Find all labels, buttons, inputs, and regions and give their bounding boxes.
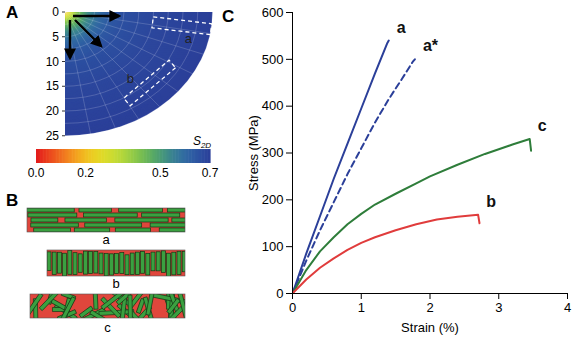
svg-text:b: b [486,193,496,210]
svg-text:500: 500 [262,51,284,66]
svg-text:600: 600 [262,5,284,20]
svg-text:5: 5 [52,30,59,44]
svg-text:B: B [6,191,18,210]
svg-text:0.0: 0.0 [28,166,45,180]
svg-text:c: c [104,320,111,335]
svg-text:1: 1 [358,300,365,315]
svg-text:0: 0 [289,300,296,315]
svg-text:Strain (%): Strain (%) [401,320,459,335]
svg-text:2: 2 [426,300,433,315]
svg-text:0.5: 0.5 [152,166,169,180]
svg-text:S2D: S2D [193,134,211,150]
svg-text:a: a [102,232,110,247]
svg-text:10: 10 [46,55,60,69]
svg-text:a: a [185,31,193,46]
svg-text:A: A [6,3,18,22]
svg-text:b: b [127,71,134,86]
svg-text:a: a [397,19,406,36]
svg-text:0: 0 [52,5,59,19]
svg-text:300: 300 [262,145,284,160]
svg-text:3: 3 [495,300,502,315]
svg-text:0.7: 0.7 [202,166,219,180]
svg-text:200: 200 [262,192,284,207]
svg-text:C: C [222,7,234,26]
svg-text:0.2: 0.2 [77,166,94,180]
svg-text:25: 25 [46,129,60,143]
svg-text:b: b [112,276,119,291]
svg-text:0: 0 [276,286,283,301]
svg-text:100: 100 [262,239,284,254]
svg-text:4: 4 [564,300,571,315]
svg-text:400: 400 [262,98,284,113]
svg-text:a*: a* [423,37,439,54]
svg-text:15: 15 [46,79,60,93]
svg-text:c: c [538,117,547,134]
svg-text:20: 20 [46,104,60,118]
svg-text:Stress (MPa): Stress (MPa) [246,115,261,191]
